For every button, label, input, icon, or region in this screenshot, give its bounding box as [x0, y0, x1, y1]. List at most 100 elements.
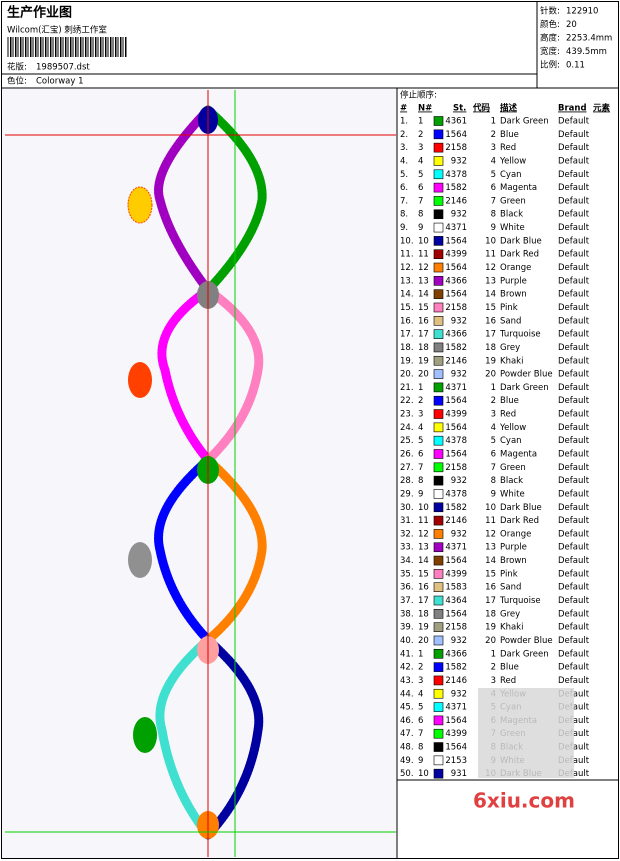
- needle: 2: [418, 130, 423, 140]
- color-number: 10: [485, 236, 496, 246]
- needle: 20: [418, 636, 429, 646]
- swatch: [433, 475, 444, 486]
- swatch: [433, 129, 444, 140]
- swatch: [433, 262, 444, 273]
- needle: 13: [418, 276, 429, 286]
- needle: 3: [418, 410, 423, 420]
- brand: Default: [558, 436, 590, 446]
- thread-code: 4366: [445, 276, 467, 286]
- motif: [203, 105, 267, 295]
- row-number: 10.: [400, 236, 414, 246]
- description: Yellow: [499, 423, 526, 433]
- brand: Default: [558, 423, 590, 433]
- description: Turquoise: [499, 330, 541, 340]
- brand: Default: [558, 476, 590, 486]
- brand: Default: [558, 489, 590, 499]
- thread-code: 4399: [445, 250, 467, 260]
- swatch: [433, 409, 444, 419]
- swatch: [433, 236, 444, 246]
- brand: Default: [558, 676, 590, 686]
- color-number: 6: [491, 183, 496, 193]
- color-number: 13: [485, 276, 496, 286]
- swatch: [433, 755, 444, 766]
- row-number: 37.: [400, 596, 414, 606]
- needle: 5: [418, 436, 423, 446]
- color-number: 19: [485, 623, 496, 633]
- thread-code: 1564: [445, 556, 467, 566]
- thread-code: 1564: [445, 396, 467, 406]
- stat-value: 20: [566, 20, 577, 30]
- thread-code: 1564: [445, 423, 467, 433]
- brand: Default: [558, 263, 590, 273]
- needle: 7: [418, 729, 423, 739]
- needle: 20: [418, 370, 429, 380]
- brand: Default: [558, 663, 590, 673]
- needle: 17: [418, 330, 429, 340]
- row-number: 5.: [400, 170, 408, 180]
- brand: Default: [558, 383, 590, 393]
- color-number: 2: [491, 396, 496, 406]
- description: Cyan: [500, 436, 522, 446]
- swatch: [433, 449, 444, 459]
- description: Purple: [500, 276, 527, 286]
- needle: 17: [418, 596, 429, 606]
- needle: 16: [418, 316, 429, 326]
- color-number: 11: [485, 250, 496, 260]
- swatch: [433, 728, 444, 739]
- row-number: 33.: [400, 543, 414, 553]
- thread-code: 1583: [445, 583, 467, 593]
- swatch: [433, 609, 444, 619]
- row-number: 27.: [400, 463, 414, 473]
- color-number: 17: [485, 330, 496, 340]
- color-number: 7: [491, 196, 496, 206]
- swatch: [433, 515, 444, 526]
- row-number: 43.: [400, 676, 414, 686]
- description: Orange: [500, 529, 531, 539]
- description: Red: [500, 143, 516, 153]
- motif: [154, 455, 213, 645]
- thread-code: 4364: [445, 596, 467, 606]
- thread-code: 2158: [445, 143, 467, 153]
- row-number: 42.: [400, 663, 414, 673]
- description: Orange: [500, 263, 531, 273]
- row-number: 21.: [400, 383, 414, 393]
- brand: Default: [558, 396, 590, 406]
- thread-code: 932: [451, 689, 467, 699]
- row-number: 12.: [400, 263, 414, 273]
- row-number: 44.: [400, 689, 414, 699]
- description: Grey: [500, 343, 520, 353]
- swatch: [433, 622, 444, 632]
- thread-code: 932: [451, 156, 467, 166]
- qr-code: [478, 688, 574, 778]
- needle: 8: [418, 476, 423, 486]
- color-number: 18: [485, 343, 496, 353]
- row-number: 7.: [400, 196, 408, 206]
- row-number: 36.: [400, 583, 414, 593]
- row-number: 26.: [400, 450, 414, 460]
- row-number: 29.: [400, 489, 414, 499]
- row-number: 9.: [400, 223, 408, 233]
- description: Powder Blue: [500, 636, 553, 646]
- thread-code: 931: [451, 769, 467, 779]
- brand: Default: [558, 276, 590, 286]
- color-number: 16: [485, 583, 496, 593]
- thread-code: 4399: [445, 410, 467, 420]
- swatch: [433, 209, 444, 220]
- swatch: [433, 768, 444, 779]
- swatch: [433, 169, 444, 180]
- swatch: [433, 462, 444, 473]
- brand: Default: [558, 450, 590, 460]
- motif: [128, 542, 152, 578]
- brand: Default: [558, 183, 590, 193]
- color-number: 14: [485, 556, 496, 566]
- thread-code: 4366: [445, 330, 467, 340]
- stat-label: 颜色:: [540, 19, 560, 30]
- brand: Default: [558, 529, 590, 539]
- thread-code: 1564: [445, 236, 467, 246]
- needle: 5: [418, 703, 423, 713]
- thread-code: 4399: [445, 729, 467, 739]
- swatch: [433, 648, 444, 659]
- swatch: [433, 702, 444, 712]
- watermark: 6xiu.com: [473, 789, 575, 813]
